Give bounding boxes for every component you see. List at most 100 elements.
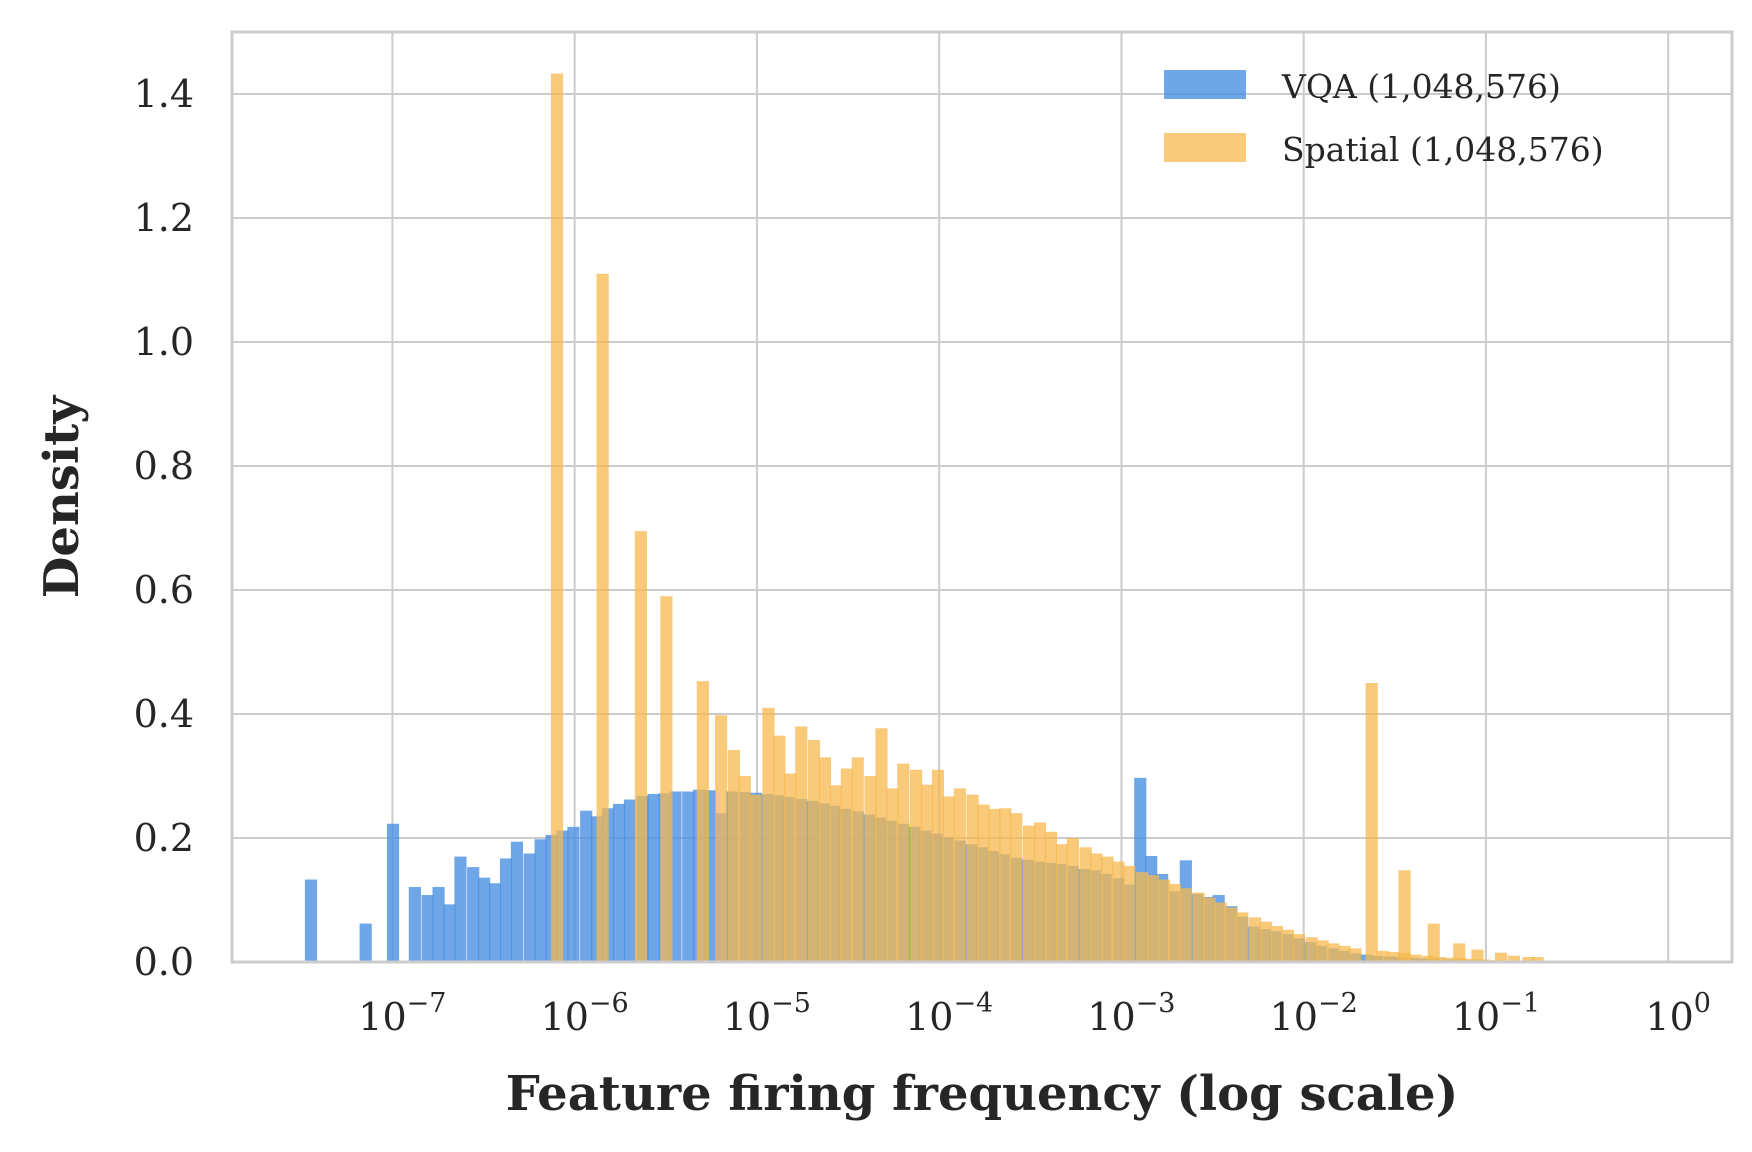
histogram-bar xyxy=(875,728,888,962)
histogram-bar xyxy=(773,735,786,962)
histogram-bar xyxy=(534,839,547,962)
y-tick-label: 0.6 xyxy=(134,568,194,612)
x-tick-label: 10−2 xyxy=(1270,988,1358,1039)
histogram-bar xyxy=(1033,822,1047,962)
histogram-bar xyxy=(1398,870,1411,962)
histogram-bar xyxy=(1531,957,1544,962)
histogram-bar xyxy=(1136,872,1149,962)
x-tick-label: 10−7 xyxy=(358,988,446,1039)
histogram-bar xyxy=(1349,948,1362,962)
histogram-bar xyxy=(1259,921,1273,962)
histogram-bar xyxy=(784,773,797,962)
histogram-bar xyxy=(1101,856,1114,962)
histogram-bar xyxy=(647,793,660,962)
histogram-bar xyxy=(920,784,934,962)
histogram-bar xyxy=(499,858,513,962)
legend-swatch xyxy=(1164,133,1246,162)
histogram-bar xyxy=(623,799,637,962)
histogram-bar xyxy=(488,883,502,962)
grid-layer xyxy=(232,32,1732,963)
histogram-bar xyxy=(988,808,1001,962)
y-axis-title: Density xyxy=(34,394,90,598)
x-tick-label: 10−6 xyxy=(541,988,629,1039)
histogram-bar xyxy=(1090,853,1103,962)
x-tick-label: 100 xyxy=(1645,988,1711,1039)
legend-swatch xyxy=(1164,70,1246,99)
histogram-bar xyxy=(1409,954,1422,962)
histogram-bar xyxy=(1055,844,1068,962)
histogram-bar xyxy=(304,879,318,962)
x-tick-label: 10−4 xyxy=(905,988,993,1039)
histogram-bar xyxy=(840,768,853,962)
histogram-bar xyxy=(1112,861,1125,962)
histogram-bar xyxy=(942,796,955,962)
histogram-bar xyxy=(1471,949,1484,962)
histogram-bar xyxy=(612,803,626,962)
histogram-bar xyxy=(1010,813,1023,962)
histogram-bar xyxy=(1146,875,1160,962)
histogram-bar xyxy=(523,853,536,962)
histogram-bar xyxy=(1522,957,1535,962)
histogram-bar xyxy=(1157,879,1171,962)
histogram-bar xyxy=(1044,831,1058,962)
histogram-bar xyxy=(1444,957,1457,962)
x-tick-label: 10−1 xyxy=(1452,988,1540,1039)
histogram-bar xyxy=(1507,955,1520,962)
plot-frame xyxy=(230,30,1734,964)
histogram-bar xyxy=(807,740,821,962)
histogram-bar xyxy=(467,867,480,962)
histogram-bar xyxy=(1079,847,1092,962)
histogram-bar xyxy=(443,904,456,962)
histogram-bar xyxy=(580,810,593,962)
histogram-bar xyxy=(1338,945,1351,962)
histogram-bar xyxy=(1305,937,1318,962)
histogram-bar xyxy=(749,794,762,962)
series-1 xyxy=(550,73,1544,963)
histogram-bar xyxy=(696,681,709,962)
histogram-bar xyxy=(1023,825,1036,962)
histogram-bar xyxy=(727,749,740,962)
y-tick-labels: 0.0 0.2 0.4 0.6 0.8 1.0 1.2 1.4 xyxy=(134,72,194,984)
y-tick-label: 1.4 xyxy=(134,72,194,116)
y-tick-label: 1.0 xyxy=(134,320,194,364)
histogram-bar xyxy=(596,273,609,962)
histogram-bar xyxy=(829,785,842,962)
histogram-bar xyxy=(1270,926,1284,962)
histogram-bar xyxy=(510,841,524,962)
histogram-bar xyxy=(966,794,979,962)
histogram-bar xyxy=(1376,950,1389,962)
histogram-bar xyxy=(1225,907,1238,962)
histogram-bar xyxy=(897,763,910,962)
histogram-bar xyxy=(1453,943,1466,962)
histogram-bar xyxy=(1168,883,1181,962)
histogram-bar xyxy=(1427,923,1440,962)
y-tick-label: 1.2 xyxy=(134,196,194,240)
x-axis-title: Feature firing frequency (log scale) xyxy=(506,1066,1459,1122)
histogram-bar xyxy=(851,757,864,962)
histogram-bar xyxy=(660,596,673,962)
histogram-bar xyxy=(1203,897,1216,962)
histogram-bar xyxy=(1236,912,1249,962)
histogram-bar xyxy=(714,715,728,962)
histogram-bar xyxy=(1495,952,1508,962)
histogram-bar xyxy=(421,895,434,962)
y-tick-label: 0.2 xyxy=(134,816,194,860)
histogram-bar xyxy=(634,531,647,962)
y-tick-label: 0.4 xyxy=(134,692,194,736)
histogram-bar xyxy=(1281,929,1294,962)
histogram-bar xyxy=(818,757,832,962)
histogram-bar xyxy=(1365,683,1378,962)
histogram-bar xyxy=(432,886,445,962)
histogram-bar xyxy=(738,776,751,962)
histogram-bar xyxy=(886,788,899,962)
histogram-bar xyxy=(408,886,421,962)
x-tick-labels: 10−7 10−6 10−5 10−4 10−3 10−2 10−1 100 xyxy=(358,988,1711,1039)
histogram-bar xyxy=(999,808,1012,962)
histogram-bar xyxy=(386,823,400,962)
histogram-bar xyxy=(359,923,372,962)
histogram-bar xyxy=(910,769,923,962)
legend-label: VQA (1,048,576) xyxy=(1281,67,1561,106)
x-tick-label: 10−5 xyxy=(723,988,811,1039)
histogram-bar xyxy=(931,769,945,962)
histogram-bar xyxy=(953,788,966,962)
